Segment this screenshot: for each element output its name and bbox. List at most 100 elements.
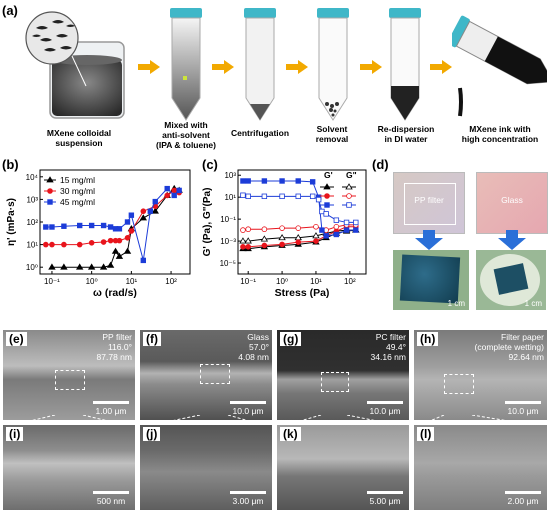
data-point (111, 247, 120, 254)
panel-label-i: (i) (6, 427, 24, 441)
data-point (240, 178, 246, 184)
data-point (77, 222, 83, 229)
data-point (260, 235, 269, 242)
arrow-icon (286, 60, 308, 74)
y-tick-label: 10⁻³ (220, 237, 236, 246)
scale-label: 1 cm (524, 299, 542, 308)
data-point (147, 208, 153, 214)
y-axis-label: G' (Pa), G"(Pa) (202, 188, 213, 257)
data-point (323, 211, 329, 217)
data-point (278, 233, 286, 241)
scale-bar-i: 500 nm (96, 496, 126, 506)
beaker-illustration (22, 4, 132, 124)
tube-solvent-removed (317, 8, 349, 121)
legend-marker (345, 183, 353, 190)
arrow-icon (138, 60, 160, 74)
tube-centrifuged (244, 8, 276, 121)
x-tick-label: 10⁻¹ (44, 277, 60, 286)
x-axis-label: Stress (Pa) (275, 287, 330, 299)
data-point (43, 241, 49, 248)
glass-photo: Glass (476, 172, 548, 234)
sem-info-f: Glass 57.0° 4.08 nm (238, 332, 269, 362)
data-point (152, 198, 158, 205)
data-point (128, 212, 135, 218)
y-tick-label: 10³ (26, 195, 38, 204)
data-point (333, 224, 340, 230)
data-point (279, 241, 285, 248)
data-point (295, 178, 301, 184)
data-point (261, 226, 268, 233)
data-point (261, 178, 268, 184)
data-point (279, 193, 285, 200)
legend-entry: 45 mg/ml (60, 197, 95, 207)
series-line (242, 229, 356, 242)
data-point (100, 239, 107, 245)
data-point (140, 208, 147, 215)
sem-image-k: (k) 5.00 μm (277, 425, 409, 510)
sem-image-g: (g) PC filter 49.4° 34.16 nm 10.0 μm (277, 330, 409, 420)
data-point (240, 244, 246, 250)
data-point (76, 241, 83, 248)
data-point (124, 234, 131, 241)
data-point (123, 247, 132, 254)
data-point (171, 187, 178, 194)
panel-label-f: (f) (143, 332, 161, 346)
sem-image-i: (i) 500 nm (3, 425, 135, 510)
data-point (295, 193, 301, 200)
arrow-icon (430, 60, 452, 74)
legend-marker (324, 193, 330, 199)
data-point (313, 224, 319, 230)
data-point (309, 179, 316, 185)
tube-ink (452, 15, 547, 117)
data-point (333, 217, 340, 223)
step-caption-5: Re-dispersion in DI water (377, 124, 435, 144)
x-tick-label: 10¹ (126, 277, 138, 286)
data-point (239, 237, 247, 244)
sem-image-e: (e) PP filter 116.0° 87.78 nm 1.00 μm (3, 330, 135, 420)
series-line (242, 224, 356, 231)
data-point (261, 193, 268, 200)
data-point (151, 207, 159, 214)
panel-label-j: (j) (143, 427, 161, 441)
data-point (140, 257, 147, 264)
y-tick-label: 10⁻¹ (220, 215, 236, 224)
y-tick-label: 10³ (224, 171, 236, 180)
glass-label: Glass (501, 195, 523, 205)
data-point (49, 241, 55, 248)
data-point (75, 263, 84, 270)
sem-image-l: (l) 2.00 μm (414, 425, 547, 510)
chart-viscosity: 10⁻¹ 10⁰ 10¹ 10² 10⁰ 10¹ 10² 10³ 10⁴ ω (rad/s) η' … (6, 169, 191, 299)
data-point (312, 232, 320, 239)
data-point (100, 222, 107, 229)
data-point (48, 263, 56, 270)
data-point (115, 252, 124, 259)
legend-marker (346, 193, 352, 199)
panel-label-a: (a) (2, 3, 18, 18)
data-point (164, 192, 171, 199)
legend-marker (324, 202, 330, 208)
glass-ink-photo: 1 cm (476, 250, 546, 310)
data-point (107, 237, 114, 244)
step-caption-4: Solvent removal (315, 124, 349, 144)
data-point (245, 226, 251, 233)
scale-bar-f: 10.0 μm (232, 406, 264, 416)
data-point (124, 219, 131, 225)
y-axis-label: η' (mPa·s) (6, 198, 17, 246)
data-point (61, 241, 67, 248)
data-point (323, 233, 329, 239)
pp-filter-ink-photo: 1 cm (393, 250, 469, 310)
legend-header: G' (324, 170, 333, 180)
data-point (61, 223, 67, 229)
y-tick-label: 10¹ (224, 193, 236, 202)
data-point (240, 227, 246, 233)
data-point (164, 185, 170, 192)
pp-filter-photo: PP filter (393, 172, 465, 234)
pp-filter-label: PP filter (414, 195, 444, 205)
data-point (245, 193, 251, 200)
data-point (333, 231, 340, 238)
legend-entry: 30 mg/ml (60, 186, 95, 196)
data-point (245, 178, 251, 184)
data-point (343, 219, 350, 226)
data-point (295, 225, 302, 231)
data-point (315, 196, 322, 203)
